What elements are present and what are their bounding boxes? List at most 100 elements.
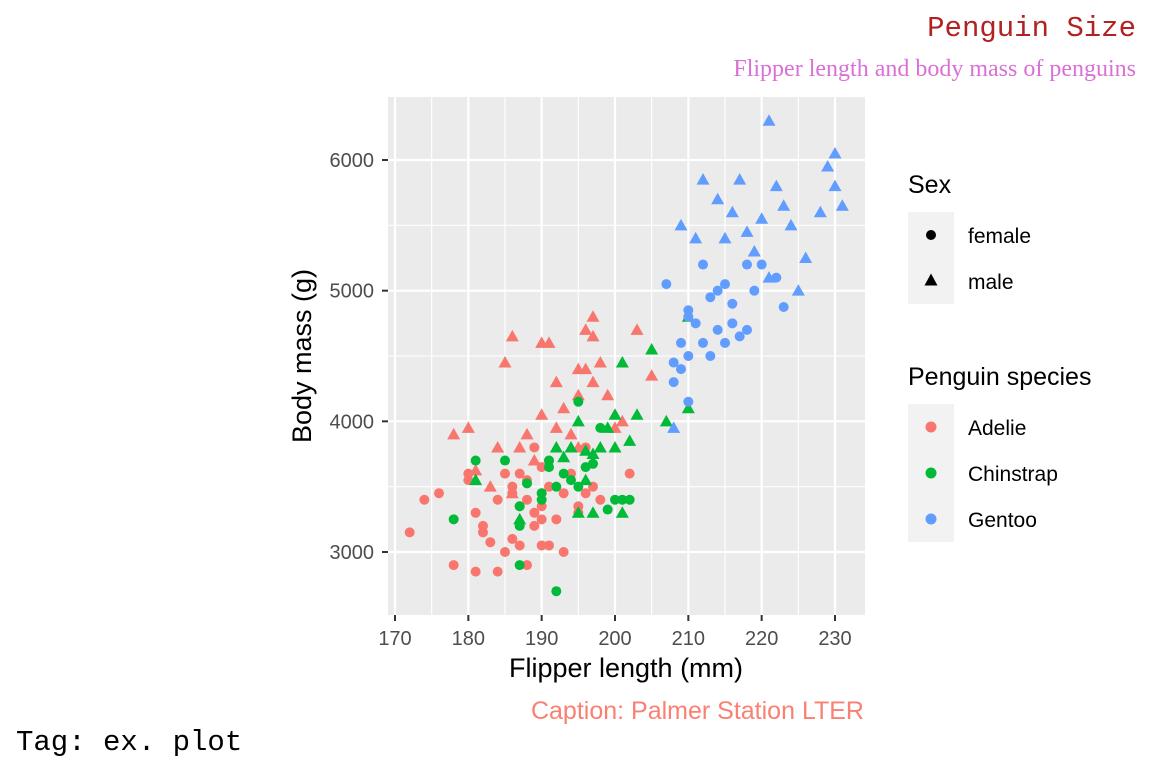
point-adelie-male — [586, 310, 600, 322]
point-gentoo-female — [712, 285, 723, 296]
point-adelie-male — [513, 440, 527, 453]
point-gentoo-female — [749, 285, 760, 296]
point-chinstrap-male — [608, 408, 622, 420]
point-gentoo-male — [762, 114, 776, 126]
point-gentoo-male — [799, 251, 813, 263]
point-chinstrap-female — [551, 481, 562, 492]
point-adelie-female — [544, 481, 554, 492]
point-adelie-female — [492, 494, 503, 505]
point-gentoo-male — [674, 218, 688, 231]
point-chinstrap-male — [608, 440, 622, 453]
point-chinstrap-female — [551, 586, 562, 597]
point-gentoo-female — [720, 279, 730, 290]
point-chinstrap-female — [470, 455, 481, 466]
y-axis-ticks: 3000 4000 5000 6000 — [330, 150, 388, 564]
point-gentoo-female — [676, 364, 686, 375]
legend-species-label-adelie: Adelie — [968, 417, 1026, 440]
point-gentoo-male — [791, 284, 805, 296]
legend-sex: Sex female male — [908, 171, 1031, 304]
point-adelie-female — [529, 520, 540, 531]
point-chinstrap-female — [617, 494, 628, 505]
point-gentoo-female — [756, 259, 767, 270]
point-gentoo-female — [676, 337, 686, 348]
point-adelie-female — [478, 527, 488, 538]
point-chinstrap-female — [544, 462, 554, 473]
point-adelie-female — [522, 560, 532, 571]
chart-caption: Caption: Palmer Station LTER — [531, 697, 864, 725]
point-gentoo-female — [698, 337, 708, 348]
point-adelie-female — [500, 468, 510, 479]
point-adelie-female — [514, 468, 525, 479]
point-gentoo-female — [742, 259, 752, 270]
point-gentoo-female — [661, 279, 672, 290]
point-gentoo-female — [705, 292, 716, 303]
x-tick-label: 200 — [598, 628, 631, 650]
point-adelie-male — [469, 463, 483, 476]
point-adelie-female — [624, 468, 635, 479]
point-gentoo-male — [696, 173, 710, 185]
point-chinstrap-male — [623, 434, 637, 446]
point-chinstrap-female — [448, 514, 459, 525]
point-adelie-male — [615, 414, 629, 427]
point-adelie-male — [447, 427, 461, 440]
point-adelie-female — [448, 560, 459, 571]
point-gentoo-male — [755, 212, 769, 224]
legend-key-gentoo — [925, 513, 937, 525]
point-gentoo-male — [718, 231, 732, 244]
y-tick-label: 5000 — [330, 281, 375, 303]
point-gentoo-female — [720, 337, 730, 348]
point-chinstrap-male — [601, 421, 615, 433]
point-gentoo-male — [733, 173, 747, 185]
point-gentoo-female — [668, 377, 679, 388]
point-chinstrap-female — [514, 501, 525, 512]
point-adelie-female — [485, 537, 496, 548]
point-adelie-male — [520, 427, 534, 440]
point-adelie-female — [514, 540, 525, 551]
point-gentoo-male — [835, 199, 849, 211]
x-tick-label: 220 — [745, 628, 778, 650]
point-gentoo-male — [740, 225, 754, 237]
point-adelie-male — [527, 454, 541, 466]
y-tick-label: 6000 — [330, 150, 375, 172]
point-adelie-female — [573, 501, 584, 512]
point-adelie-male — [557, 401, 571, 414]
point-adelie-female — [558, 488, 569, 499]
legend-sex-title: Sex — [908, 171, 952, 199]
point-chinstrap-male — [513, 512, 527, 525]
plot-tag: Tag: ex. plot — [16, 726, 242, 759]
point-adelie-male — [505, 329, 519, 342]
point-gentoo-female — [727, 318, 738, 329]
point-adelie-male — [549, 375, 563, 388]
point-chinstrap-male — [571, 506, 585, 518]
point-chinstrap-male — [645, 342, 659, 355]
data-points — [404, 114, 849, 597]
legend-key-chinstrap — [925, 467, 937, 479]
triangle-icon — [924, 273, 938, 286]
legend-key-adelie — [925, 421, 937, 433]
point-gentoo-female — [734, 331, 745, 342]
point-chinstrap-male — [630, 408, 644, 420]
x-tick-label: 210 — [672, 628, 705, 650]
point-chinstrap-male — [579, 444, 593, 456]
point-chinstrap-female — [624, 494, 635, 505]
point-chinstrap-male — [593, 440, 607, 453]
point-gentoo-female — [668, 357, 679, 368]
point-adelie-male — [579, 362, 593, 375]
point-adelie-female — [434, 488, 444, 499]
point-adelie-male — [498, 356, 512, 368]
point-adelie-female — [492, 566, 503, 577]
chart-subtitle: Flipper length and body mass of penguins — [733, 56, 1136, 82]
y-tick-label: 4000 — [330, 411, 375, 433]
point-gentoo-male — [762, 271, 776, 283]
point-gentoo-male — [689, 231, 703, 244]
point-chinstrap-female — [566, 475, 576, 486]
point-chinstrap-female — [522, 478, 532, 489]
point-adelie-female — [536, 514, 547, 525]
point-chinstrap-male — [469, 473, 483, 486]
point-chinstrap-male — [615, 356, 629, 368]
point-adelie-female — [522, 494, 532, 505]
legend-sex-label-female: female — [968, 225, 1031, 248]
point-adelie-male — [601, 388, 615, 401]
point-chinstrap-female — [514, 560, 525, 571]
